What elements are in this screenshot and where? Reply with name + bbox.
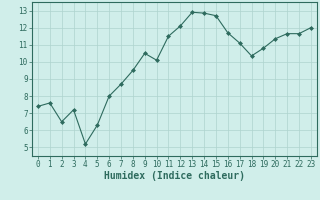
X-axis label: Humidex (Indice chaleur): Humidex (Indice chaleur) — [104, 171, 245, 181]
